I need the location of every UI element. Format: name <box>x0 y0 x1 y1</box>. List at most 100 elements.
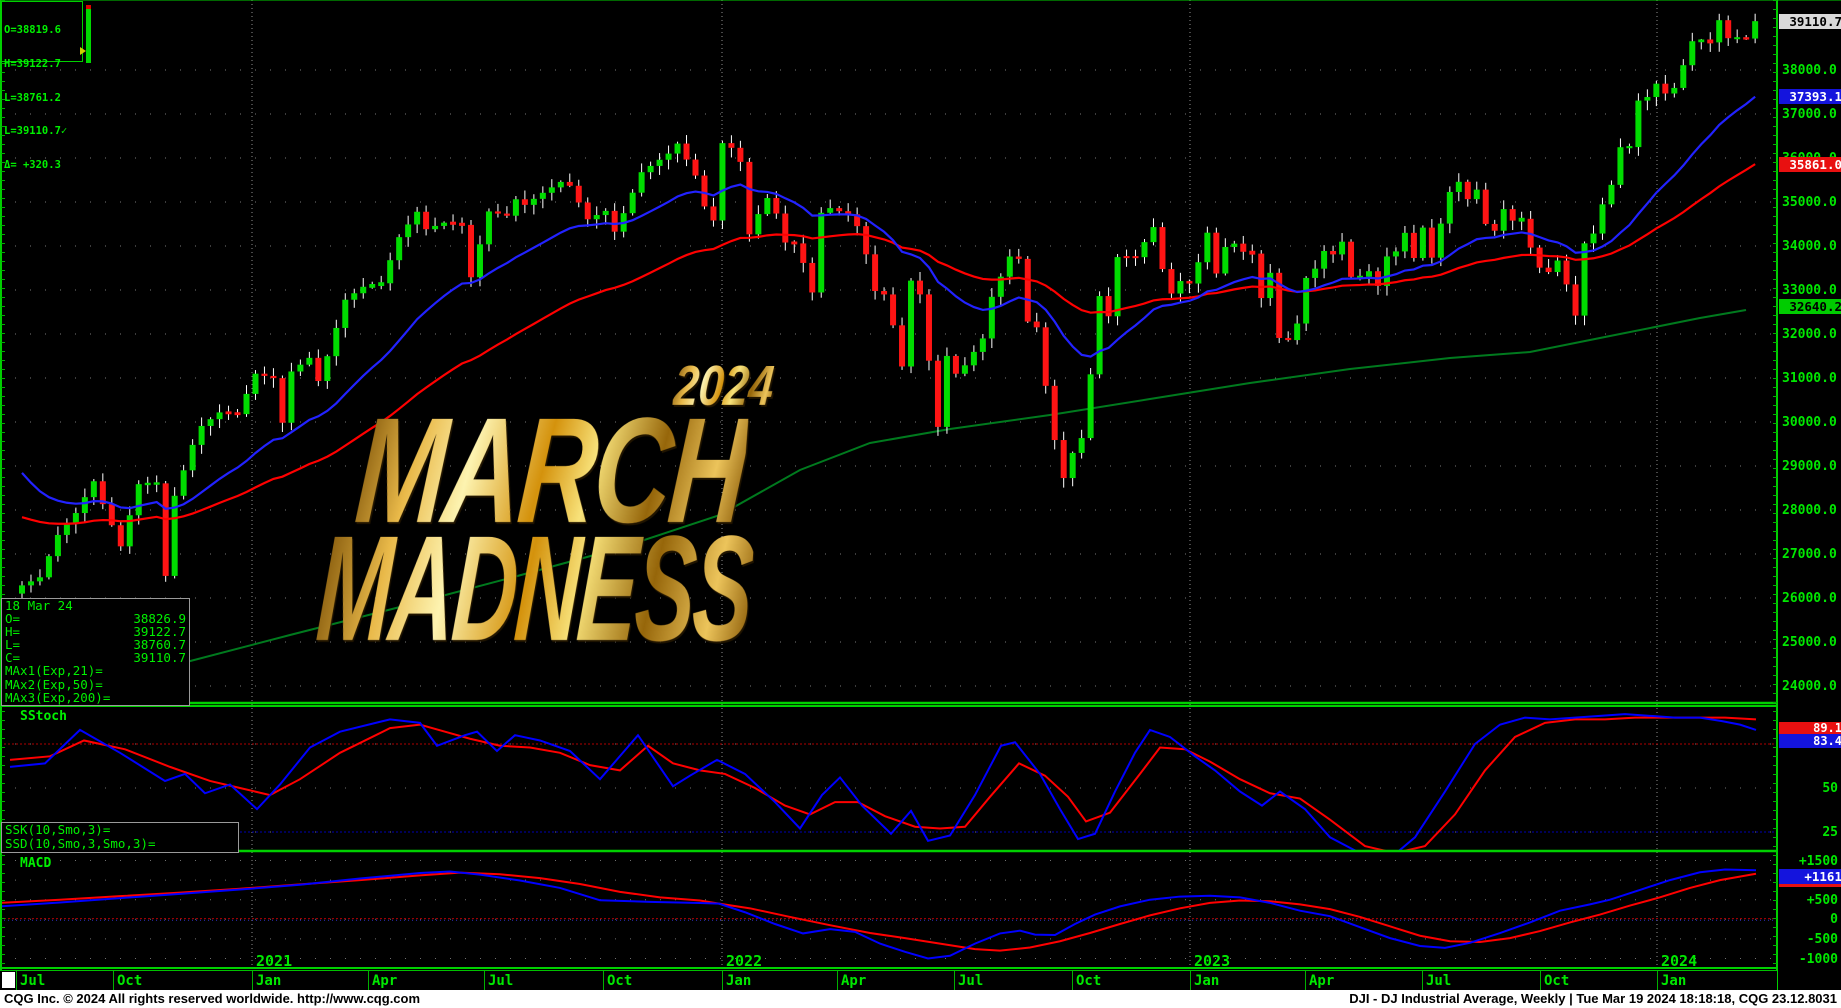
month-label: Apr <box>372 973 398 989</box>
macd-line <box>0 868 1757 960</box>
last-price-box: 39110.7 <box>1779 14 1841 29</box>
stoch-panel-title: SStoch <box>20 709 67 724</box>
ma21-line <box>21 95 1756 510</box>
month-label: Jan <box>726 973 752 989</box>
quarter-tick <box>954 971 955 991</box>
price-axis-label: 27000.0 <box>1782 547 1837 562</box>
stoch-lines <box>9 713 1757 850</box>
copyright-text: CQG Inc. © 2024 All rights reserved worl… <box>4 991 421 1006</box>
current-bar-body <box>86 9 91 63</box>
macd-axis-label: +1500 <box>1798 853 1838 869</box>
last-price-arrow-icon <box>80 47 86 55</box>
price-axis-label: 25000.0 <box>1782 635 1837 650</box>
quarter-tick <box>837 971 838 991</box>
candles-layer <box>19 13 1759 603</box>
quarter-tick <box>368 971 369 991</box>
quarter-tick <box>1657 971 1658 991</box>
macd-panel-title: MACD <box>20 856 52 871</box>
info-high: 39122.7 <box>133 624 186 640</box>
price-axis-label: 34000.0 <box>1782 239 1837 254</box>
month-label: Oct <box>1076 973 1102 989</box>
price-axis-label: 32000.0 <box>1782 327 1837 342</box>
month-label: Oct <box>1544 973 1570 989</box>
macd-axis-label: -1000 <box>1798 951 1838 967</box>
info-date: 18 Mar 24 <box>5 598 73 613</box>
grid-layer <box>0 0 1777 968</box>
month-label: Jul <box>488 973 514 989</box>
quarter-tick <box>252 971 253 991</box>
ma50-value-box: 35861.0 <box>1779 157 1841 172</box>
price-axis-label: 30000.0 <box>1782 415 1837 430</box>
year-label: 2023 <box>1194 952 1231 970</box>
quarter-tick <box>16 971 17 991</box>
macd-value-box: +1161 <box>1779 869 1841 884</box>
stoch-axis-label: 25 <box>1822 825 1838 840</box>
price-axis-label: 37000.0 <box>1782 107 1837 122</box>
price-axis-label: 24000.0 <box>1782 679 1837 694</box>
year-label: 2024 <box>1661 952 1698 970</box>
month-label: Apr <box>1309 973 1335 989</box>
macd-axis-label: -500 <box>1806 931 1838 947</box>
study-ma50-label: MAx2(Exp,50)= <box>5 676 103 692</box>
ma50-line <box>21 163 1756 525</box>
month-label: Jul <box>20 973 46 989</box>
month-label: Oct <box>117 973 143 989</box>
left-axis-ticks <box>1 0 5 968</box>
ma-lines <box>21 95 1756 525</box>
quarter-tick <box>484 971 485 991</box>
info-low: 38760.7 <box>133 637 186 653</box>
quote-summary-box: O=38819.6 H=39122.7 L=38761.2 L=39110.7✓… <box>1 1 83 171</box>
quarter-tick <box>1540 971 1541 991</box>
stoch-d-value-box: 89.1 <box>1779 722 1841 735</box>
symbol-status-text: DJI - DJ Industrial Average, Weekly | Tu… <box>1349 991 1837 1006</box>
info-open: 38826.9 <box>133 611 186 627</box>
info-close: 39110.7 <box>133 650 186 666</box>
ssk-params: SSK(10,Smo,3)= <box>5 822 111 837</box>
quarter-tick <box>1072 971 1073 991</box>
stoch-params-box: SSK(10,Smo,3)= SSD(10,Smo,3,Smo,3)= <box>1 822 239 853</box>
stoch-d-line <box>9 716 1757 850</box>
macd-axis-label: 0 <box>1830 912 1838 928</box>
price-axis-label: 31000.0 <box>1782 371 1837 386</box>
quote-change: Δ= +320.3 <box>4 158 61 171</box>
stoch-axis-label: 50 <box>1822 781 1838 796</box>
stoch-k-line <box>9 713 1757 850</box>
year-label: 2022 <box>726 952 763 970</box>
quarter-tick <box>1190 971 1191 991</box>
time-axis[interactable]: Jul Oct Jan Apr Jul Oct Jan Apr Jul Oct Jan Apr Jul O… <box>0 970 1777 992</box>
price-axis-label: 38000.0 <box>1782 63 1837 78</box>
quarter-tick <box>113 971 114 991</box>
quarter-tick <box>1305 971 1306 991</box>
overlay-madness-text: MADNESS <box>312 504 757 672</box>
price-axis-label: 33000.0 <box>1782 283 1837 298</box>
quote-low: L=38761.2 <box>4 91 61 104</box>
macd-axis-label: +500 <box>1806 892 1838 908</box>
quarter-tick <box>722 971 723 991</box>
study-ma21-label: MAx1(Exp,21)= <box>5 663 103 679</box>
quarter-tick <box>1422 971 1423 991</box>
quarter-tick <box>603 971 604 991</box>
price-axis-label: 28000.0 <box>1782 503 1837 518</box>
macd-lines <box>0 868 1757 960</box>
bar-info-box: 18 Mar 24 O= 38826.9 H= 39122.7 L= 38760.7 … <box>1 598 190 706</box>
price-axis-label: 35000.0 <box>1782 195 1837 210</box>
price-axis-label: 26000.0 <box>1782 591 1837 606</box>
right-axis-ticks <box>1773 0 1777 968</box>
quote-high: H=39122.7 <box>4 58 61 71</box>
year-label: 2021 <box>256 952 293 970</box>
quote-open: O=38819.6 <box>4 24 61 37</box>
month-label: Jan <box>1661 973 1687 989</box>
status-bar: CQG Inc. © 2024 All rights reserved worl… <box>0 990 1841 1008</box>
current-bar-high-tick <box>86 5 91 9</box>
month-label: Jul <box>1426 973 1452 989</box>
scrollbar-thumb[interactable] <box>2 972 15 988</box>
quote-last: L=39110.7✓ <box>4 125 68 138</box>
month-label: Oct <box>607 973 633 989</box>
study-ma200-label: MAx3(Exp,200)= <box>5 689 111 705</box>
month-label: Apr <box>841 973 867 989</box>
ma200-line <box>174 309 1747 666</box>
macd-signal-line <box>0 871 1757 952</box>
